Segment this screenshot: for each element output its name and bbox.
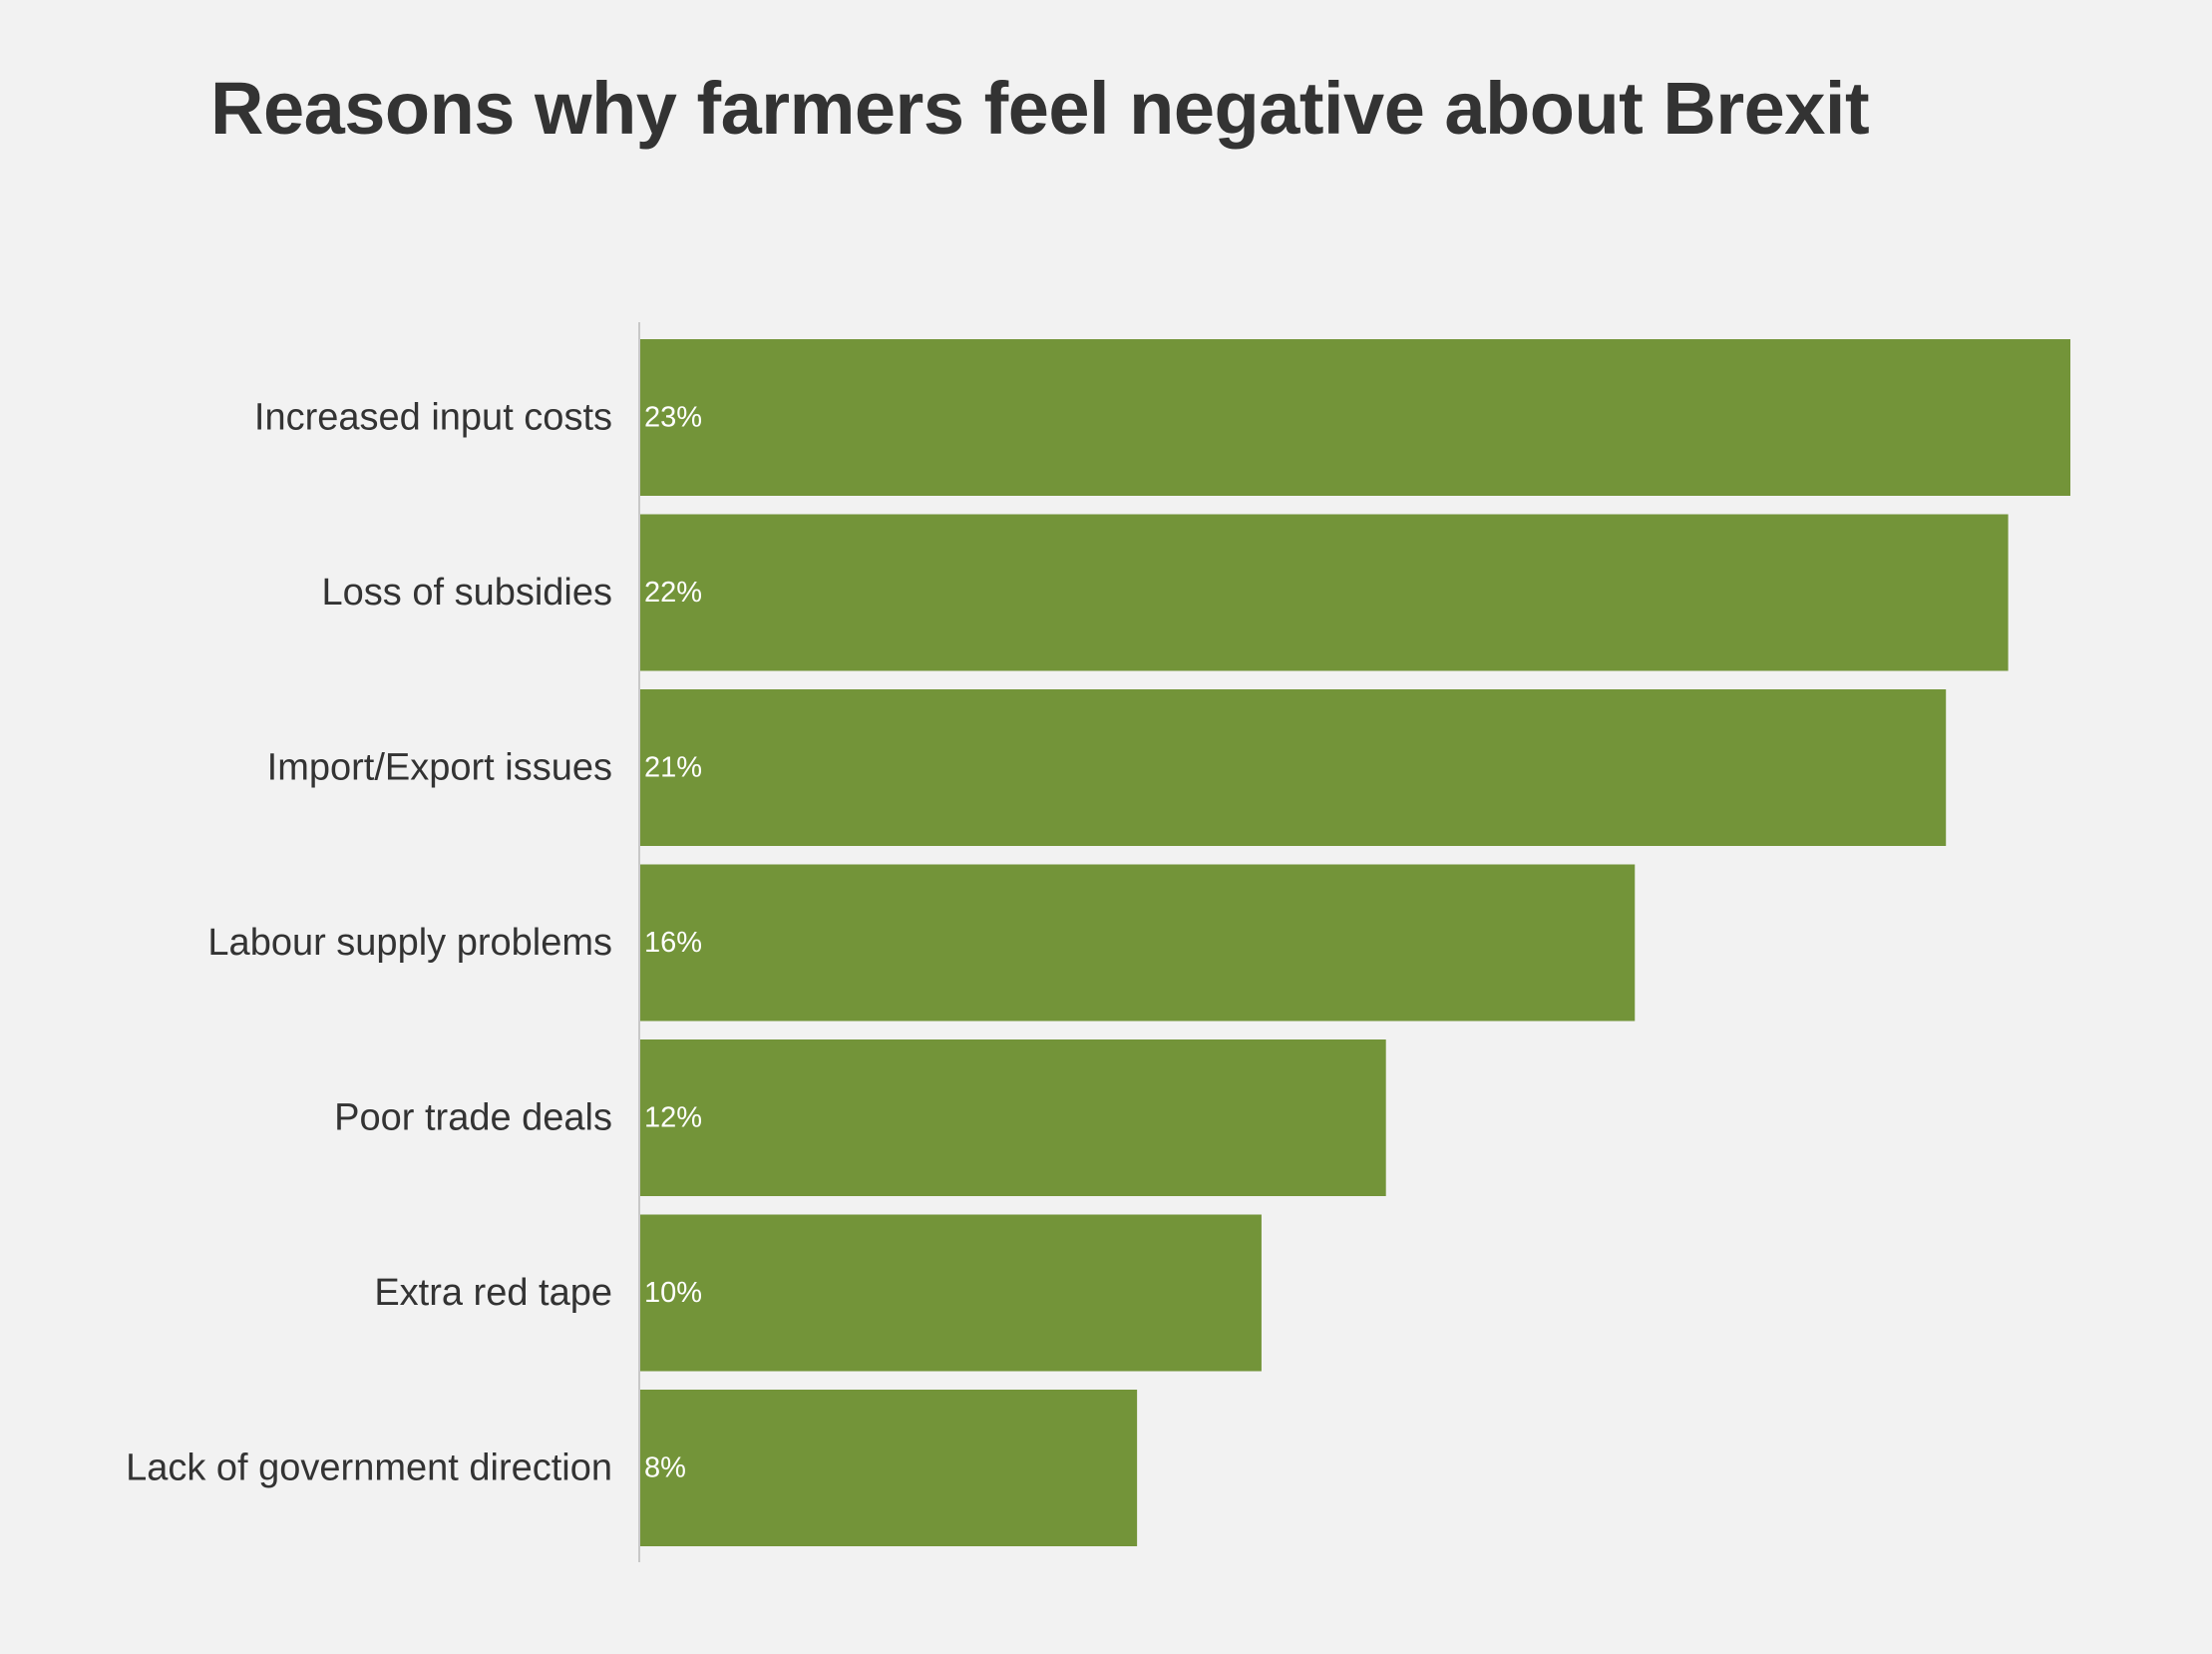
bar-loss-of-subsidies xyxy=(639,514,2009,671)
value-label-extra-red-tape: 10% xyxy=(644,1277,702,1309)
bar-poor-trade-deals xyxy=(639,1039,1386,1196)
chart-title: Reasons why farmers feel negative about … xyxy=(210,67,1870,150)
category-labels-group: Increased input costs Loss of subsidies Im… xyxy=(126,397,612,1489)
bar-import-export-issues xyxy=(639,689,1947,846)
bar-lack-of-government-direction xyxy=(639,1390,1138,1546)
category-label-loss-of-subsidies: Loss of subsidies xyxy=(322,572,613,614)
bar-increased-input-costs xyxy=(639,339,2070,496)
category-label-import-export-issues: Import/Export issues xyxy=(267,747,612,789)
category-label-extra-red-tape: Extra red tape xyxy=(374,1272,612,1314)
value-label-lack-of-government-direction: 8% xyxy=(644,1452,686,1484)
value-labels-group: 23% 22% 21% 16% 12% 10% 8% xyxy=(644,402,702,1484)
bar-extra-red-tape xyxy=(639,1214,1262,1372)
value-label-increased-input-costs: 23% xyxy=(644,402,702,434)
bar-labour-supply-problems xyxy=(639,864,1636,1022)
value-label-poor-trade-deals: 12% xyxy=(644,1102,702,1134)
category-label-labour-supply-problems: Labour supply problems xyxy=(207,922,612,964)
category-label-lack-of-government-direction: Lack of government direction xyxy=(126,1447,612,1489)
value-label-labour-supply-problems: 16% xyxy=(644,927,702,959)
category-label-poor-trade-deals: Poor trade deals xyxy=(334,1097,612,1139)
value-label-import-export-issues: 21% xyxy=(644,752,702,784)
bars-group xyxy=(639,339,2070,1546)
category-label-increased-input-costs: Increased input costs xyxy=(254,397,612,439)
value-label-loss-of-subsidies: 22% xyxy=(644,577,702,609)
